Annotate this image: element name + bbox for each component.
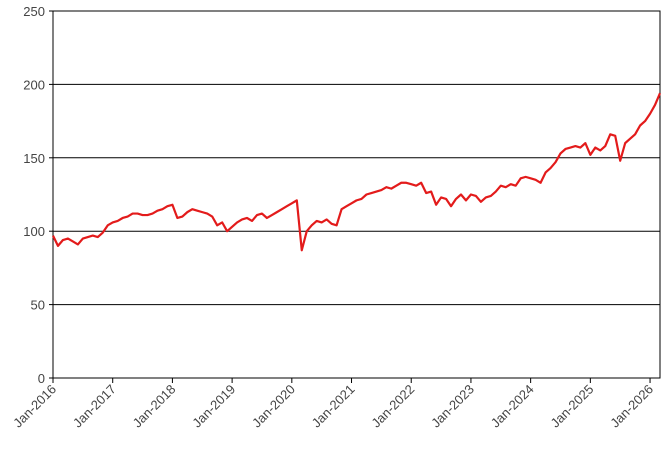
y-tick-label: 200 [23, 77, 45, 92]
x-tick-label: Jan-2026 [607, 382, 656, 431]
x-tick-label: Jan-2024 [488, 382, 537, 431]
x-tick-label: Jan-2022 [368, 382, 417, 431]
x-tick-label: Jan-2017 [70, 382, 119, 431]
x-tick-label: Jan-2018 [130, 382, 179, 431]
y-tick-label: 50 [31, 298, 45, 313]
y-tick-label: 150 [23, 151, 45, 166]
y-tick-label: 250 [23, 4, 45, 19]
plot-frame [52, 10, 661, 379]
data-line [52, 92, 662, 252]
x-tick-label: Jan-2025 [548, 382, 597, 431]
x-tick-label: Jan-2020 [249, 382, 298, 431]
x-tick-label: Jan-2021 [309, 382, 358, 431]
x-tick-label: Jan-2016 [10, 382, 59, 431]
x-tick-label: Jan-2023 [428, 382, 477, 431]
x-tick-label: Jan-2019 [189, 382, 238, 431]
y-tick-label: 0 [38, 371, 45, 386]
y-tick-label: 100 [23, 224, 45, 239]
